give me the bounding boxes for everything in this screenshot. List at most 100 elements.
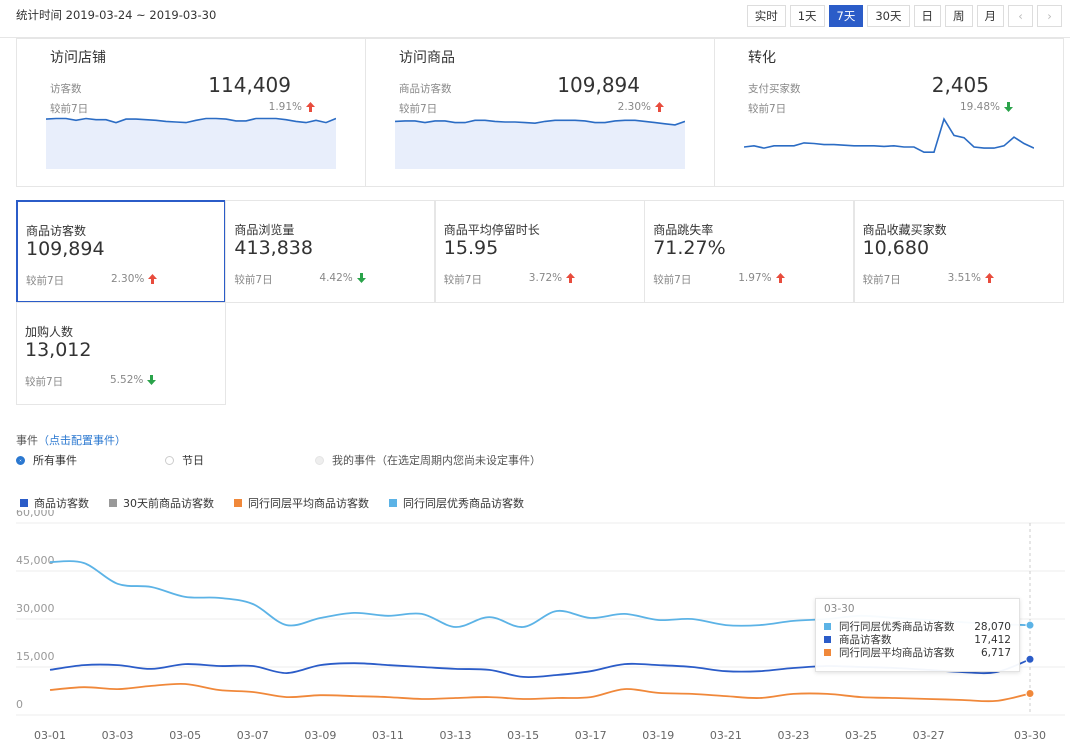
arrow-up [775,273,785,283]
x-tick-label: 03-03 [102,729,134,742]
tooltip: 03-30 同行同层优秀商品访客数 28,070 商品访客数 17,412 同行同层平均商… [815,598,1020,672]
arrow-shape [566,273,576,283]
card-metric: 访客数 [50,83,82,95]
sparkline-line [46,117,336,124]
y-tick-label: 30,000 [16,602,55,615]
metric-card[interactable]: 商品跳失率 71.27% 较前7日 1.97% [644,200,855,303]
card-value: 2,405 [931,73,989,97]
x-tick-label: 03-23 [777,729,809,742]
header-divider [0,37,1070,38]
x-tick-label: 03-07 [237,729,269,742]
card-change: 1.91% [269,101,315,113]
tooltip-name: 同行同层优秀商品访客数 [839,621,955,633]
radio-dot [16,455,25,465]
tooltip-name: 同行同层平均商品访客数 [839,647,955,659]
tooltip-row: 商品访客数 17,412 [824,633,1011,646]
x-tick-label: 03-30 [1014,729,1046,742]
legend-item[interactable]: 商品访客数 [20,495,89,511]
card-change: 19.48% [960,101,1013,113]
hover-point [1025,620,1035,630]
card-compare: 较前7日 [50,103,89,115]
tooltip-value: 6,717 [980,646,1011,659]
metric-card[interactable]: 商品平均停留时长 15.95 较前7日 3.72% [434,200,645,303]
x-tick-label: 03-09 [304,729,336,742]
y-tick-label: 15,000 [16,650,55,663]
change-value: 1.91% [268,101,302,113]
sparkline [46,117,336,169]
metric-title: 商品访客数 [26,224,87,238]
change-value: 5.52% [110,374,144,386]
summary-card: 访问商品 商品访客数 109,894 较前7日 2.30% [365,38,715,187]
x-tick-label: 03-13 [440,729,472,742]
legend-swatch [234,499,242,507]
event-radio[interactable]: 所有事件 [16,452,77,468]
arrow-up [984,273,994,283]
arrow-shape [148,274,158,284]
legend-item[interactable]: 同行同层优秀商品访客数 [389,495,524,511]
legend-swatch [389,499,397,507]
card-metric: 商品访客数 [399,83,452,95]
metric-card[interactable]: 商品收藏买家数 10,680 较前7日 3.51% [853,200,1064,303]
page-arrow[interactable]: ‹ [1008,5,1033,27]
metric-title: 加购人数 [25,325,74,339]
metric-compare: 较前7日 [862,274,901,286]
arrow-up [148,274,158,284]
card-compare: 较前7日 [399,103,438,115]
series-line [49,682,1031,703]
range-button[interactable]: 30天 [867,5,910,27]
events-link[interactable]: （点击配置事件） [38,434,126,447]
arrow-up [566,273,576,283]
metric-title: 商品浏览量 [234,223,295,237]
range-button[interactable]: 实时 [746,5,786,27]
metric-card[interactable]: 商品访客数 109,894 较前7日 2.30% [16,200,226,303]
tooltip-swatch [824,623,831,630]
card-metric: 支付买家数 [748,83,801,95]
arrow-shape [356,273,366,283]
metric-value: 10,680 [862,237,930,259]
tooltip-row: 同行同层优秀商品访客数 28,070 [824,620,1011,633]
line-chart: 0 15,000 30,000 45,000 60,000 03-01 03-03 03-05… [16,510,1065,742]
page-arrow[interactable]: › [1037,5,1062,27]
range-button[interactable]: 月 [976,5,1004,27]
change-value: 1.97% [738,272,772,284]
y-tick-label: 60,000 [16,510,55,519]
tooltip-value: 28,070 [974,620,1011,633]
arrow-shape [655,102,664,112]
hover-point [1025,654,1035,664]
event-radio[interactable]: 节日 [165,452,204,468]
sparkline [744,117,1034,153]
metric-compare: 较前7日 [443,274,482,286]
radio-label: 所有事件 [33,454,77,467]
legend-item[interactable]: 30天前商品访客数 [109,495,214,511]
legend-label: 同行同层平均商品访客数 [248,497,369,510]
metric-value: 13,012 [25,339,92,361]
metric-change: 5.52% [110,374,157,386]
events-label: 事件（点击配置事件） [16,432,126,448]
range-button[interactable]: 7天 [828,5,864,27]
legend-item[interactable]: 同行同层平均商品访客数 [234,495,369,511]
arrow-down [1004,102,1013,112]
metric-compare: 较前7日 [26,275,65,287]
card-title: 转化 [748,50,776,66]
metric-card[interactable]: 加购人数 13,012 较前7日 5.52% [16,302,226,405]
tooltip-swatch [824,649,831,656]
range-button[interactable]: 日 [913,5,941,27]
legend-swatch [109,499,117,507]
range-button[interactable]: 1天 [789,5,825,27]
sparkline-area [395,120,685,169]
stat-period: 统计时间 2019-03-24 ~ 2019-03-30 [16,8,217,22]
metric-value: 109,894 [26,238,105,260]
arrow-shape [1004,102,1013,112]
legend-label: 30天前商品访客数 [123,497,214,510]
change-value: 2.30% [111,273,145,285]
metric-card[interactable]: 商品浏览量 413,838 较前7日 4.42% [225,200,436,303]
radio-label: 我的事件（在选定周期内您尚未设定事件） [332,454,541,467]
tooltip-title: 03-30 [824,603,855,615]
range-button[interactable]: 周 [945,5,973,27]
y-tick-label: 45,000 [16,554,55,567]
metric-compare: 较前7日 [234,274,273,286]
change-value: 3.51% [947,272,981,284]
metric-compare: 较前7日 [653,274,692,286]
legend: 商品访客数 30天前商品访客数 同行同层平均商品访客数 同行同层优秀商品访客数 [20,495,524,511]
